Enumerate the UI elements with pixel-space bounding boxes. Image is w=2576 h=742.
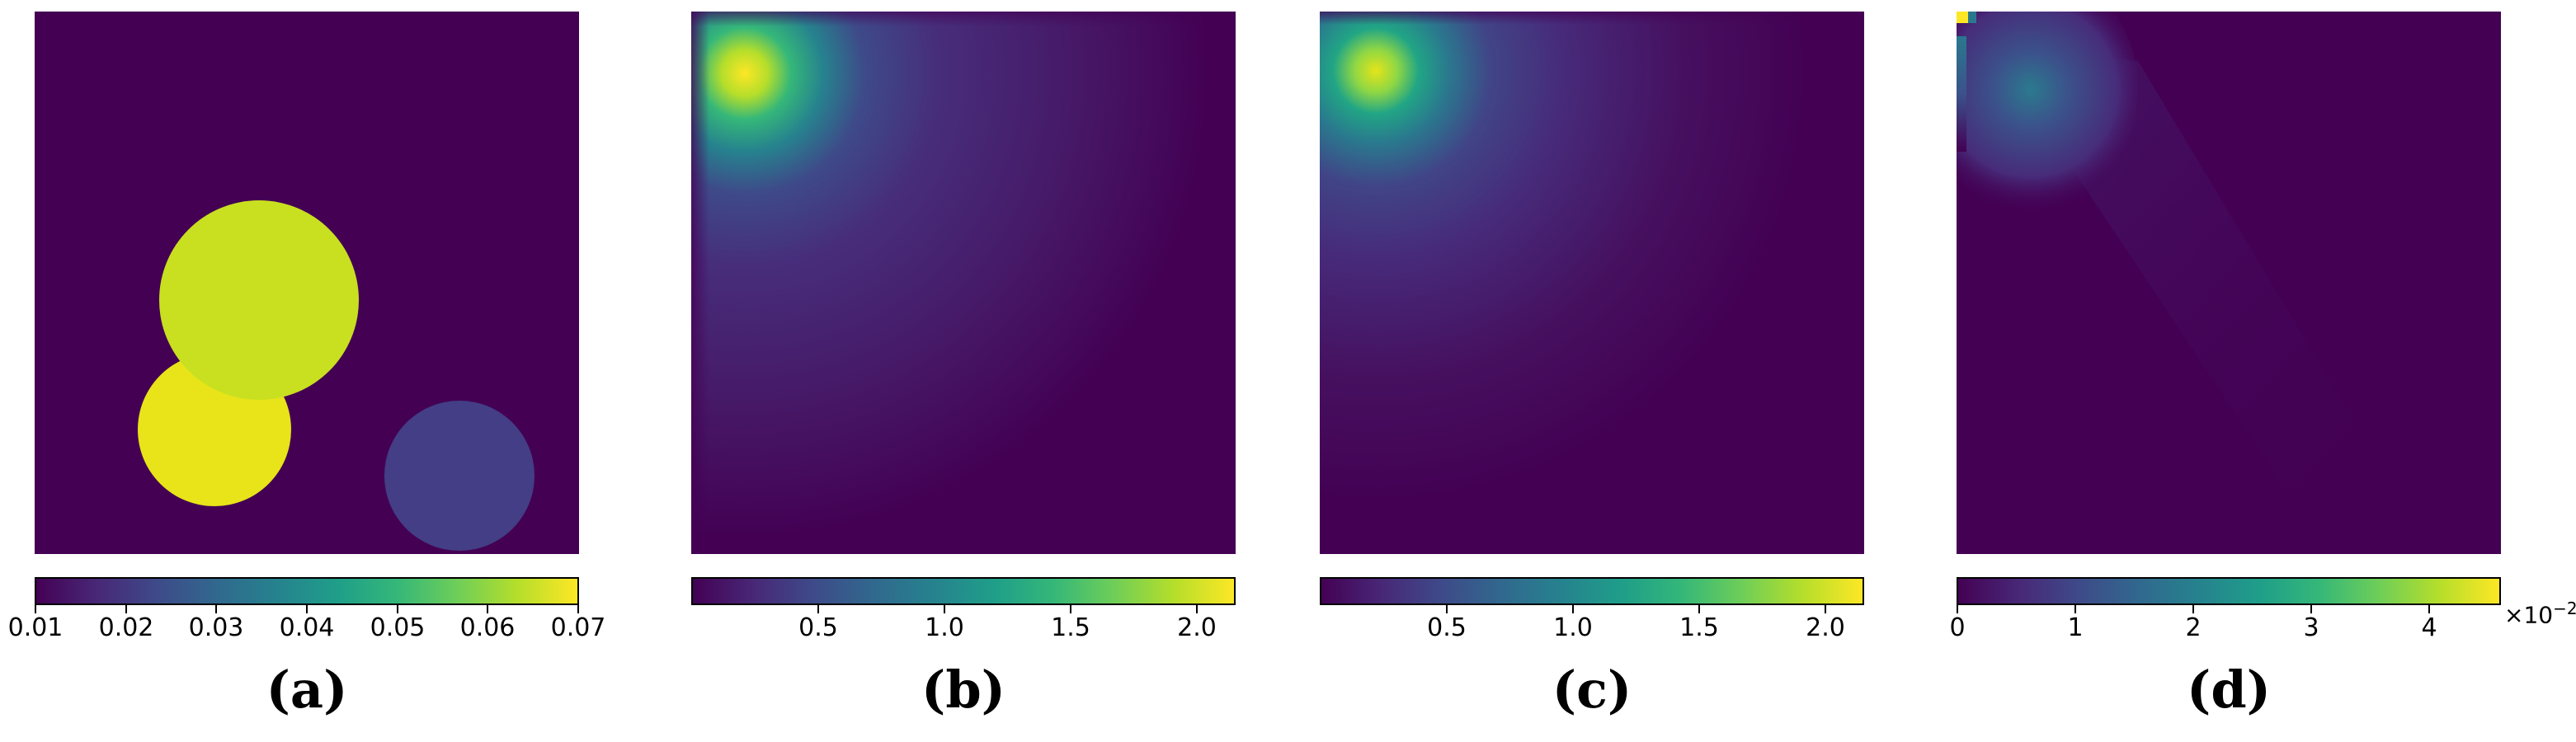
colorbar-tick-label: 0.02 [98, 613, 154, 642]
colorbar-tick [2192, 605, 2194, 613]
colorbar-tick-label: 3 [2303, 613, 2319, 642]
colorbar-tick [215, 605, 217, 613]
panel-a: 0.01 0.02 0.03 0.04 0.05 0.06 0.07 (a) [8, 0, 605, 742]
colorbar-offset-label-d: ×10−2 [2504, 599, 2576, 629]
colorbar-tick [1698, 605, 1700, 613]
colorbar-tick-label: 0.03 [188, 613, 244, 642]
field-region [1320, 12, 1864, 554]
colorbar-tick-label: 2.0 [1177, 613, 1217, 642]
colorbar-tick [1070, 605, 1071, 613]
colorbar-tick [2074, 605, 2076, 613]
colorbar-tick-label: 0 [1949, 613, 1966, 642]
colorbar-tick [306, 605, 308, 613]
colorbar-tick-label: 0.01 [7, 613, 64, 642]
colorbar-tick-label: 0.5 [1427, 613, 1467, 642]
heatmap-a [35, 12, 579, 554]
colorbar-tick [1825, 605, 1826, 613]
caption-b: (b) [921, 660, 1006, 720]
colorbar-tick-label: 1 [2067, 613, 2084, 642]
colorbar-tick-label: 0.04 [279, 613, 335, 642]
colorbar-tick [125, 605, 127, 613]
colorbar-tick [1446, 605, 1448, 613]
colorbar-tick-label: 2 [2185, 613, 2202, 642]
heatmap-d [1957, 12, 2501, 554]
colorbar-tick [2310, 605, 2312, 613]
colorbar-tick [397, 605, 398, 613]
colorbar-tick [35, 605, 36, 613]
heatmap-c [1320, 12, 1864, 554]
colorbar-c [1320, 577, 1864, 605]
colorbar-tick [487, 605, 488, 613]
caption-d: (d) [2186, 660, 2272, 720]
colorbar-tick [1572, 605, 1574, 613]
colorbar-tick-label: 0.07 [550, 613, 606, 642]
panel-c: 0.5 1.0 1.5 2.0 (c) [1320, 0, 1881, 742]
colorbar-a [35, 577, 579, 605]
colorbar-tick [944, 605, 945, 613]
colorbar-tick [1957, 605, 1958, 613]
colorbar-tick-label: 1.0 [1553, 613, 1593, 642]
colorbar-tick [2428, 605, 2430, 613]
colorbar-tick-label: 4 [2421, 613, 2437, 642]
colorbar-tick-label: 0.05 [370, 613, 426, 642]
colorbar-d [1957, 577, 2501, 605]
colorbar-tick [1196, 605, 1198, 613]
colorbar-tick [577, 605, 579, 613]
panel-d: 0 1 2 3 4 ×10−2 (d) [1949, 0, 2576, 742]
peak-pixel [1957, 12, 1968, 23]
panel-b: 0.5 1.0 1.5 2.0 (b) [691, 0, 1252, 742]
caption-c: (c) [1552, 660, 1632, 720]
disc-lower-right [384, 401, 535, 551]
colorbar-b [691, 577, 1236, 605]
colorbar-tick [817, 605, 819, 613]
colorbar-tick-label: 2.0 [1806, 613, 1845, 642]
heatmap-b [691, 12, 1236, 554]
colorbar-tick-label: 1.5 [1051, 613, 1090, 642]
colorbar-tick-label: 0.5 [798, 613, 838, 642]
colorbar-tick-label: 1.5 [1679, 613, 1719, 642]
caption-a: (a) [266, 660, 348, 720]
colorbar-tick-label: 1.0 [925, 613, 964, 642]
disc-upper [159, 200, 359, 400]
colorbar-tick-label: 0.06 [459, 613, 516, 642]
field-region [691, 12, 1236, 554]
